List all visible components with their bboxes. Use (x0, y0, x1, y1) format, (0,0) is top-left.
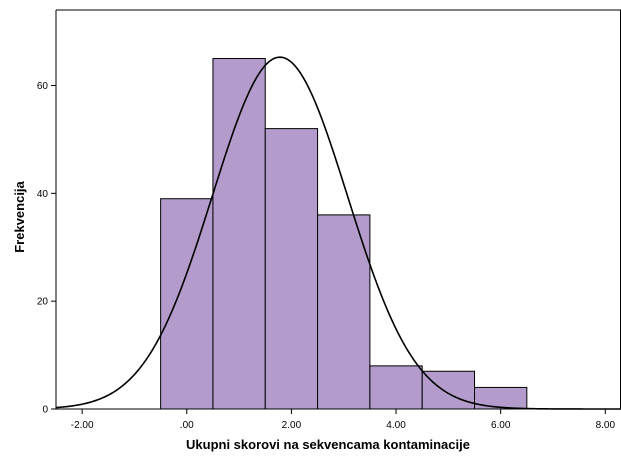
histogram-bar-1 (160, 198, 214, 410)
ticks-layer: 0 20 40 60 -2.00 .00 2.00 4.00 6.00 8.00 (37, 81, 616, 431)
y-axis-title: Frekvencija (12, 180, 27, 252)
y-tick-label: 0 (42, 405, 48, 416)
x-tick-label: .00 (180, 420, 194, 431)
y-tick-label: 40 (37, 189, 49, 200)
histogram-bar-6 (421, 370, 476, 410)
x-tick-label: 8.00 (596, 420, 616, 431)
histogram-bar-5 (369, 365, 423, 410)
x-tick-label: 4.00 (386, 420, 406, 431)
x-tick-label: 6.00 (491, 420, 511, 431)
x-axis-title: Ukupni skorovi na sekvencama kontaminaci… (186, 437, 470, 452)
y-tick-label: 60 (37, 81, 49, 92)
x-tick-label: 2.00 (282, 420, 302, 431)
x-tick-label: -2.00 (71, 420, 94, 431)
histogram-bar-4 (317, 214, 371, 410)
bars-layer (160, 58, 528, 410)
histogram-bar-2 (212, 58, 266, 410)
y-tick-label: 20 (37, 297, 49, 308)
histogram-bar-3 (264, 128, 319, 410)
